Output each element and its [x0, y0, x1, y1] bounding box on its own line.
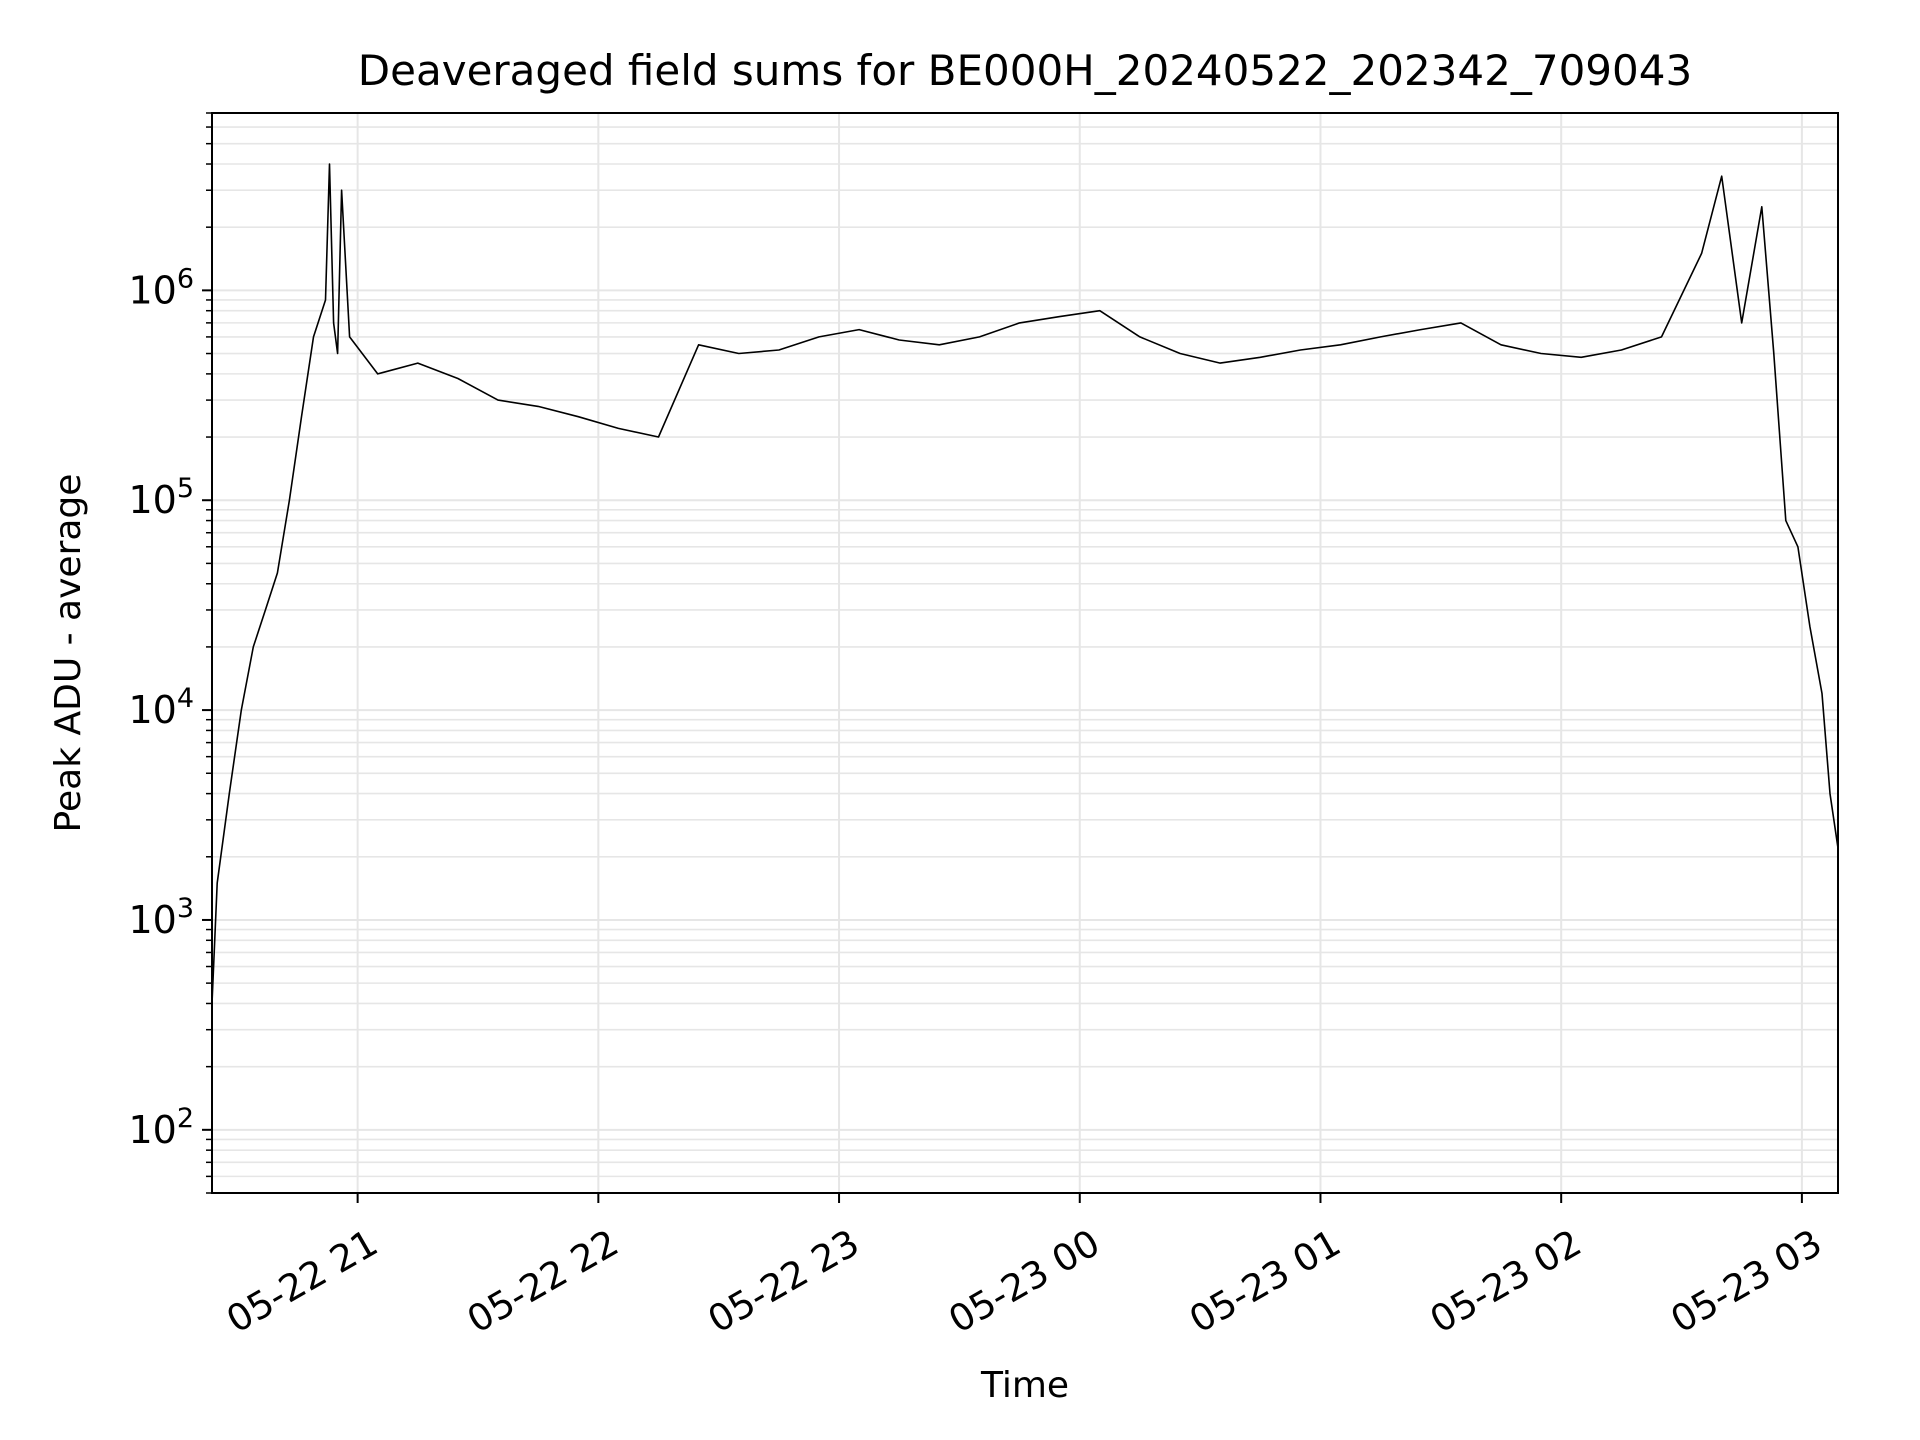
y-tick-label: 104 [128, 683, 194, 732]
y-axis-label: Peak ADU - average [48, 474, 89, 833]
plot-frame [211, 112, 1839, 1194]
series-layer [211, 163, 1839, 1004]
y-tick-label: 106 [128, 263, 194, 312]
grid [212, 112, 1838, 1194]
y-tick-label: 103 [128, 893, 194, 942]
x-axis-label: Time [980, 1365, 1069, 1406]
y-tick-label: 105 [128, 473, 194, 522]
y-tick-label: 102 [128, 1103, 194, 1152]
chart-title: Deaveraged field sums for BE000H_2024052… [358, 46, 1692, 95]
y-axis: 102 103 104 105 106 [128, 112, 212, 1194]
series-line-0 [211, 163, 1839, 1004]
